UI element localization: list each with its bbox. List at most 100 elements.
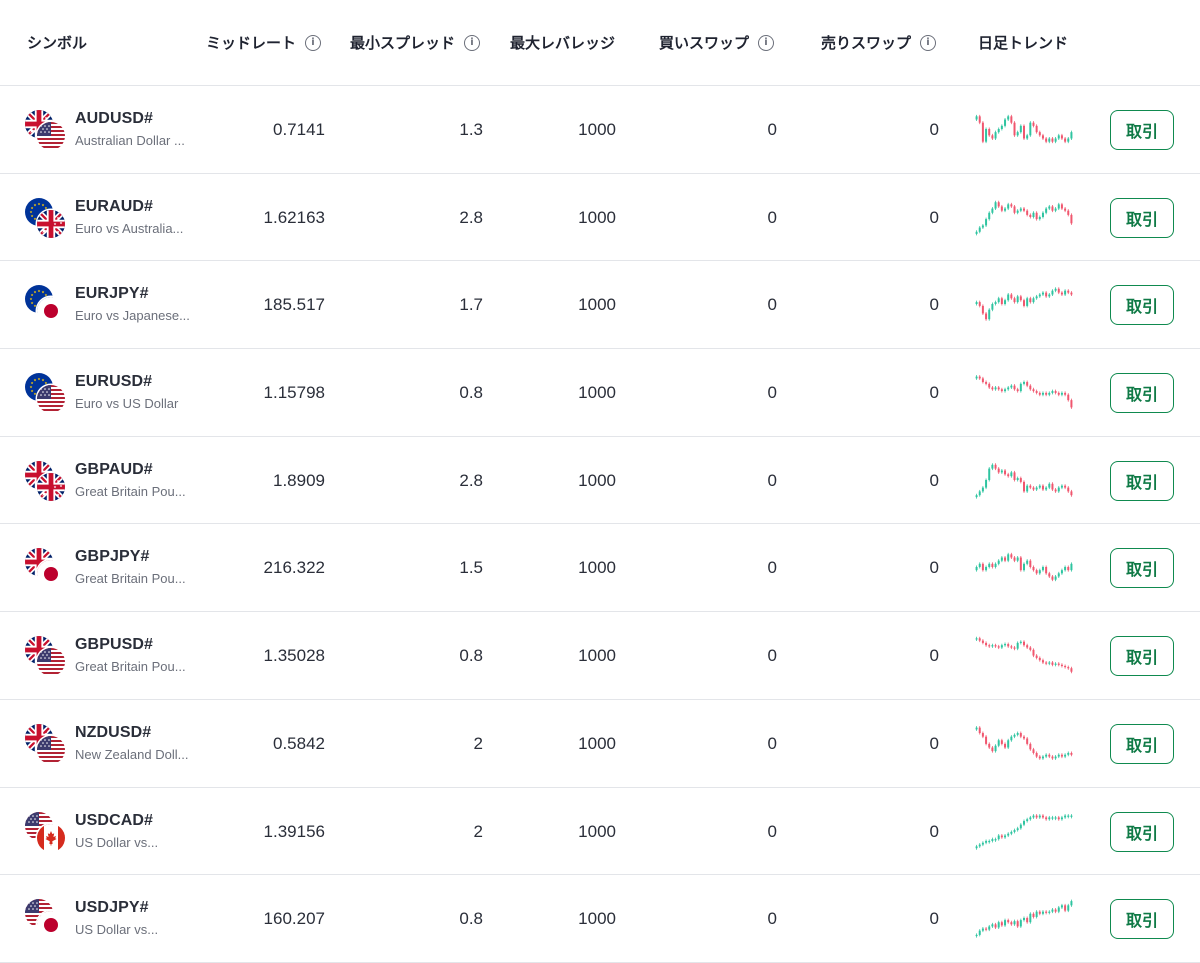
trade-button[interactable]: 取引 (1110, 899, 1174, 940)
candle (1023, 640, 1025, 647)
trade-button[interactable]: 取引 (1110, 110, 1174, 150)
candle (1070, 291, 1073, 297)
symbol-code[interactable]: USDCAD# (75, 811, 154, 829)
table-row[interactable]: USDJPY# US Dollar vs... 160.207 0.8 1000… (0, 875, 1200, 963)
candle (978, 842, 981, 848)
trade-button[interactable]: 取引 (1110, 811, 1174, 852)
candle (1041, 133, 1044, 140)
symbol-code[interactable]: GBPUSD# (75, 636, 154, 654)
candle (1064, 753, 1067, 758)
candle (1029, 742, 1032, 751)
symbol-cell[interactable]: EURUSD# Euro vs US Dollar (75, 373, 178, 411)
candle (1010, 384, 1013, 390)
candle (1007, 386, 1010, 391)
symbol-code[interactable]: NZDUSD# (75, 723, 152, 741)
header-max-leverage[interactable]: 最大レバレッジ (510, 32, 615, 53)
table-row[interactable]: USDCAD# US Dollar vs... 1.39156 2 1000 0… (0, 788, 1200, 876)
sell-swap-value: 0 (929, 207, 939, 227)
candle (1023, 480, 1025, 493)
table-row[interactable]: GBPJPY# Great Britain Pou... 216.322 1.5… (0, 524, 1200, 613)
info-icon[interactable]: i (305, 34, 322, 51)
symbol-cell[interactable]: USDJPY# US Dollar vs... (75, 899, 158, 937)
header-mid-rate-label: ミッドレート (206, 35, 297, 52)
symbol-cell[interactable]: EURAUD# Euro vs Australia... (75, 198, 183, 236)
table-row[interactable]: GBPUSD# Great Britain Pou... 1.35028 0.8… (0, 612, 1200, 700)
table-row[interactable]: EURUSD# Euro vs US Dollar 1.15798 0.8 10… (0, 349, 1200, 437)
trade-button[interactable]: 取引 (1110, 723, 1174, 764)
info-icon[interactable]: i (920, 34, 937, 51)
buy-swap-value: 0 (767, 207, 777, 227)
symbol-code[interactable]: EURJPY# (75, 285, 149, 303)
candle (1010, 470, 1013, 478)
symbol-cell[interactable]: EURJPY# Euro vs Japanese... (75, 285, 190, 323)
header-symbol[interactable]: シンボル (27, 32, 87, 53)
trade-button[interactable]: 取引 (1110, 636, 1174, 677)
candle (1019, 556, 1022, 573)
trade-button[interactable]: 取引 (1110, 548, 1174, 589)
candle (1067, 393, 1070, 402)
header-min-spread[interactable]: 最小スプレッド i (350, 32, 481, 53)
info-icon[interactable]: i (464, 34, 481, 51)
buy-swap-value: 0 (767, 646, 777, 666)
symbol-code[interactable]: GBPAUD# (75, 460, 153, 478)
header-sell-swap[interactable]: 売りスワップ i (821, 32, 937, 53)
daily-trend-sparkline (975, 375, 1073, 409)
candle (991, 206, 994, 214)
max-leverage-value: 1000 (578, 383, 616, 403)
header-buy-swap-label: 買いスワップ (659, 35, 750, 52)
table-row[interactable]: GBPAUD# Great Britain Pou... 1.8909 2.8 … (0, 437, 1200, 525)
candle (991, 463, 994, 470)
symbol-cell[interactable]: GBPJPY# Great Britain Pou... (75, 548, 186, 586)
trade-button[interactable]: 取引 (1110, 460, 1174, 501)
currency-pair-flags (25, 373, 67, 415)
symbol-cell[interactable]: GBPUSD# Great Britain Pou... (75, 636, 186, 674)
trade-button[interactable]: 取引 (1110, 197, 1174, 238)
header-buy-swap[interactable]: 買いスワップ i (659, 32, 775, 53)
symbol-cell[interactable]: USDCAD# US Dollar vs... (75, 812, 158, 850)
symbol-description: US Dollar vs... (75, 834, 159, 850)
candle (1007, 202, 1010, 210)
symbol-code[interactable]: EURUSD# (75, 373, 153, 391)
sell-swap-value: 0 (929, 646, 939, 666)
symbol-code[interactable]: EURAUD# (75, 197, 154, 215)
symbol-code[interactable]: USDJPY# (75, 899, 149, 917)
candle (1035, 569, 1038, 576)
mid-rate-value: 1.8909 (273, 470, 325, 490)
japan-flag-icon (37, 560, 65, 589)
trade-button[interactable]: 取引 (1110, 373, 1174, 414)
candle (1051, 482, 1054, 491)
info-icon[interactable]: i (758, 34, 775, 51)
mid-rate-value: 0.7141 (273, 120, 325, 139)
candle (1004, 206, 1007, 212)
daily-trend-sparkline (975, 114, 1073, 144)
trade-button[interactable]: 取引 (1110, 285, 1174, 326)
symbol-code[interactable]: AUDUSD# (75, 110, 154, 127)
candle (1067, 137, 1070, 144)
candle (997, 127, 1000, 134)
symbol-cell[interactable]: AUDUSD# Australian Dollar ... (75, 110, 185, 148)
candle (1032, 565, 1035, 573)
header-daily-trend: 日足トレンド (978, 32, 1068, 53)
candle (1051, 204, 1054, 212)
candle (985, 734, 988, 746)
candle (997, 559, 1000, 566)
candle (1067, 813, 1070, 818)
candle (1054, 908, 1057, 914)
candle (1004, 742, 1007, 749)
header-mid-rate[interactable]: ミッドレート i (206, 32, 322, 53)
candle (988, 382, 991, 390)
table-row[interactable]: EURJPY# Euro vs Japanese... 185.517 1.7 … (0, 261, 1200, 350)
table-row[interactable]: AUDUSD# Australian Dollar ... 0.7141 1.3… (0, 86, 1200, 174)
table-row[interactable]: NZDUSD# New Zealand Doll... 0.5842 2 100… (0, 700, 1200, 788)
symbol-cell[interactable]: GBPAUD# Great Britain Pou... (75, 461, 186, 499)
candle (1064, 565, 1067, 573)
symbol-cell[interactable]: NZDUSD# New Zealand Doll... (75, 724, 188, 762)
table-row[interactable]: EURAUD# Euro vs Australia... 1.62163 2.8… (0, 174, 1200, 262)
candle (1064, 813, 1067, 819)
candle (1007, 642, 1010, 648)
us-flag-icon (37, 648, 65, 677)
candle (1016, 295, 1019, 304)
symbol-code[interactable]: GBPJPY# (75, 548, 150, 566)
candle (1007, 293, 1010, 303)
candle (1029, 912, 1032, 924)
